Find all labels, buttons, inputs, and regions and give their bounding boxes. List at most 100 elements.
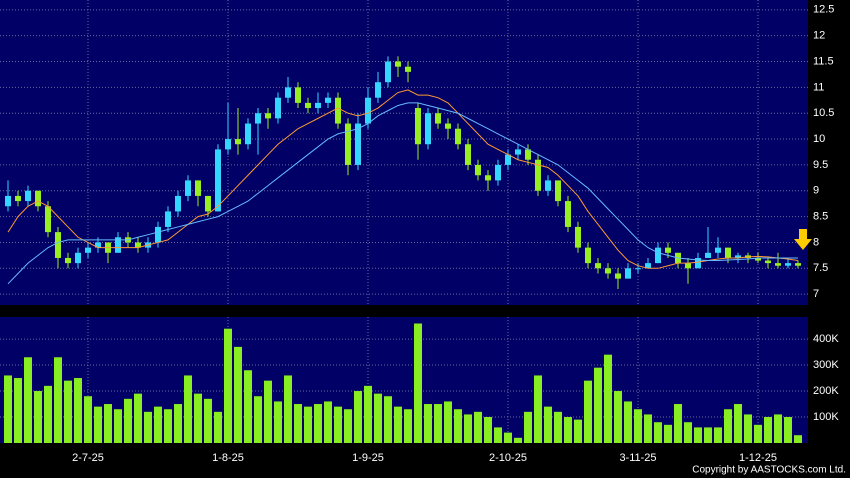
volume-bar [74, 378, 82, 443]
candle-body [35, 190, 41, 207]
y2-tick-label: 100K [813, 411, 839, 423]
volume-bar [744, 414, 752, 443]
volume-bar [224, 328, 232, 443]
candle-body [475, 164, 481, 176]
volume-bar [34, 391, 42, 443]
volume-bar [164, 409, 172, 443]
candle-body [385, 61, 391, 83]
copyright: Copyright by AASTOCKS.com Ltd. [692, 465, 846, 476]
candle-body [115, 237, 121, 253]
volume-bar [404, 409, 412, 443]
volume-bar [734, 404, 742, 443]
candle-body [265, 113, 271, 119]
volume-bar [304, 406, 312, 443]
candle-body [575, 226, 581, 248]
candle-body [65, 257, 71, 264]
volume-bar [204, 398, 212, 443]
volume-bar [724, 409, 732, 443]
candle-body [185, 180, 191, 196]
volume-bar [774, 414, 782, 443]
candle-body [155, 226, 161, 243]
volume-bar [354, 391, 362, 443]
volume-bar [294, 404, 302, 443]
candle-body [735, 255, 741, 258]
candle-body [345, 123, 351, 165]
candle-body [585, 247, 591, 264]
candle-body [25, 190, 31, 202]
candle-body [455, 128, 461, 145]
volume-bar [334, 406, 342, 443]
y-tick-label: 7 [813, 288, 819, 300]
moving-average [7, 102, 798, 285]
x-tick-label: 1-8-25 [212, 452, 244, 464]
x-tick-label: 3-11-25 [619, 452, 656, 464]
candle-body [775, 263, 781, 266]
candle-body [515, 149, 521, 155]
volume-bar [484, 417, 492, 443]
volume-bar [554, 411, 562, 443]
candle-body [285, 87, 291, 98]
volume-bar [784, 417, 792, 443]
volume-bar [444, 401, 452, 443]
candle-body [405, 66, 411, 72]
y-tick-label: 10.5 [813, 107, 834, 119]
candle-body [685, 263, 691, 269]
volume-bar [384, 396, 392, 443]
volume-bar [44, 385, 52, 443]
candle-body [175, 195, 181, 212]
candle-body [275, 97, 281, 119]
volume-bar [674, 404, 682, 443]
y-tick-label: 9 [813, 185, 819, 197]
candle-body [85, 247, 91, 253]
volume-bar [574, 419, 582, 443]
volume-bar [394, 406, 402, 443]
y-tick-label: 11.5 [813, 55, 834, 67]
y2-tick-label: 400K [813, 333, 839, 345]
candle-body [605, 268, 611, 274]
volume-bar [584, 380, 592, 443]
volume-bar [624, 401, 632, 443]
volume-bar [494, 427, 502, 443]
y-tick-label: 9.5 [813, 159, 828, 171]
volume-bar [684, 422, 692, 443]
volume-bar [4, 375, 12, 443]
volume-bar [594, 367, 602, 443]
candle-body [355, 123, 361, 165]
volume-bar [424, 404, 432, 443]
candle-body [295, 87, 301, 103]
volume-bar [154, 406, 162, 443]
volume-bar [254, 396, 262, 443]
candle-body [395, 61, 401, 67]
volume-bar [324, 401, 332, 443]
candle-body [195, 180, 201, 196]
volume-bar [234, 346, 242, 443]
volume-bar [504, 432, 512, 443]
volume-bar [24, 357, 32, 443]
volume-bar [604, 354, 612, 443]
candle-body [425, 113, 431, 145]
volume-bar [754, 424, 762, 443]
candle-body [695, 257, 701, 269]
candle-body [625, 268, 631, 279]
candle-body [645, 263, 651, 269]
volume-bar [104, 404, 112, 443]
volume-bar [84, 396, 92, 443]
x-tick-label: 1-9-25 [352, 452, 384, 464]
volume-bar [64, 380, 72, 443]
candle-body [715, 247, 721, 253]
volume-bar [464, 414, 472, 443]
volume-bar [524, 411, 532, 443]
volume-bar [264, 380, 272, 443]
candle-body [595, 263, 601, 269]
candle-body [335, 97, 341, 124]
y-tick-label: 12 [813, 30, 825, 42]
candle-body [795, 263, 801, 266]
candle-body [495, 164, 501, 181]
volume-bar [94, 406, 102, 443]
volume-bar [274, 401, 282, 443]
volume-bar [14, 378, 22, 443]
candle-body [305, 102, 311, 109]
volume-bar [124, 398, 132, 443]
